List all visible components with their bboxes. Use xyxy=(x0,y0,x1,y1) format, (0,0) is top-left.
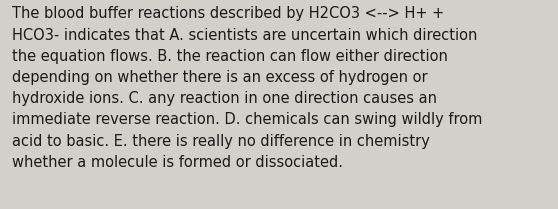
Text: The blood buffer reactions described by H2CO3 <--> H+ +
HCO3- indicates that A. : The blood buffer reactions described by … xyxy=(12,6,483,170)
